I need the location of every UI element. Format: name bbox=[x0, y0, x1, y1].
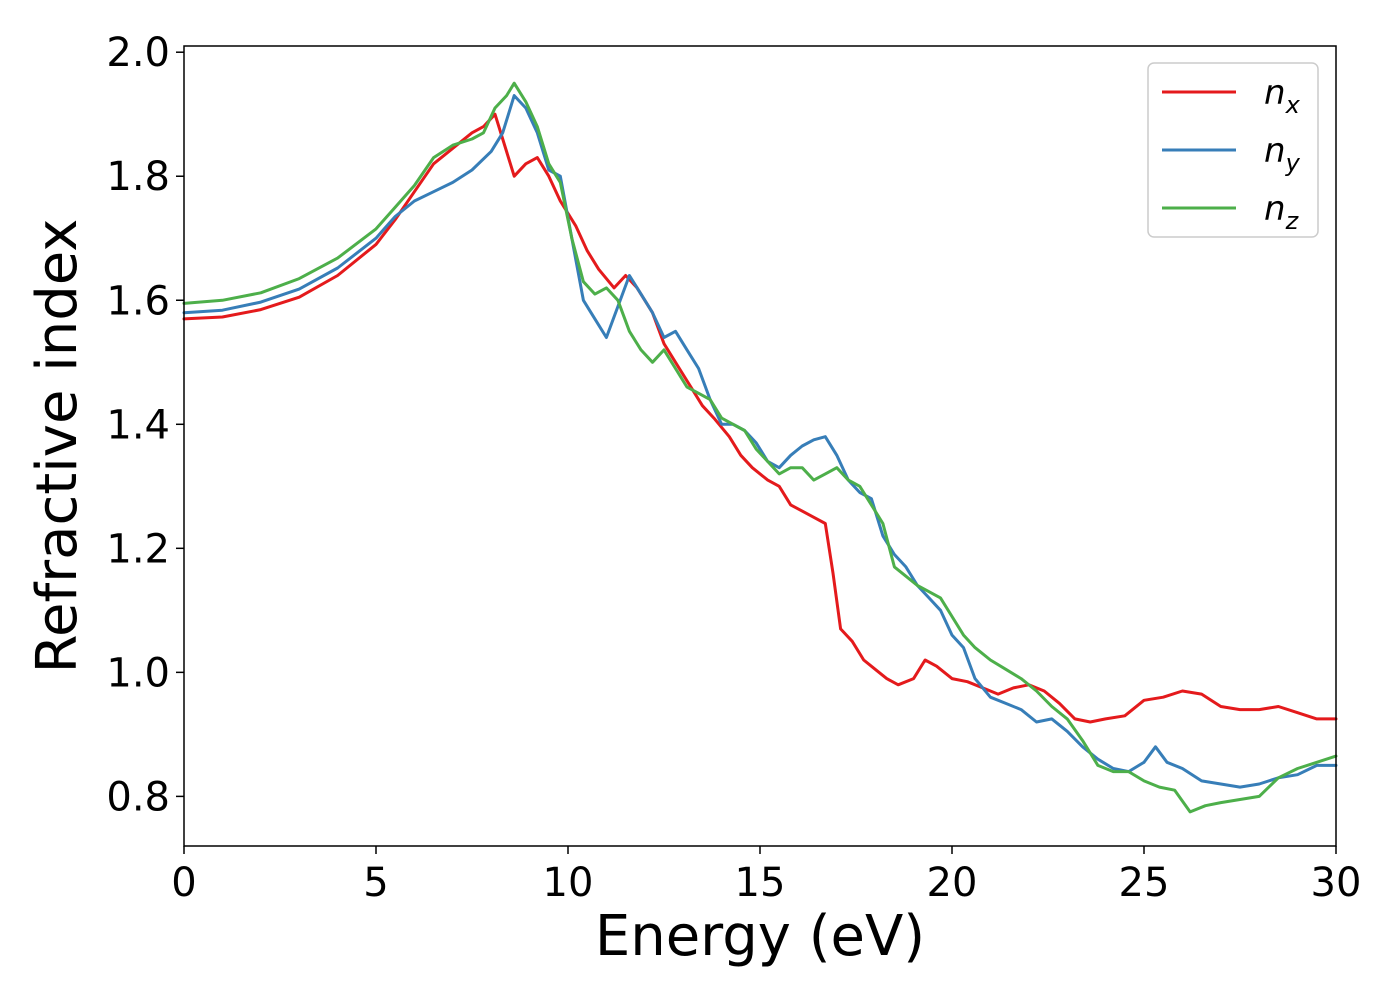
x-tick-label: 25 bbox=[1119, 860, 1170, 906]
y-tick-label: 1.6 bbox=[106, 278, 170, 324]
x-tick-label: 20 bbox=[927, 860, 978, 906]
y-tick-label: 1.2 bbox=[106, 526, 170, 572]
x-tick-label: 5 bbox=[363, 860, 388, 906]
y-tick-label: 0.8 bbox=[106, 774, 170, 820]
x-tick-label: 15 bbox=[735, 860, 786, 906]
y-tick-label: 1.8 bbox=[106, 154, 170, 200]
x-tick-label: 30 bbox=[1311, 860, 1362, 906]
x-tick-label: 0 bbox=[171, 860, 196, 906]
refractive-index-chart: 0 5 10 15 20 25 30 0.8 1.0 1.2 1.4 1.6 1.8 2.0 Energ… bbox=[0, 0, 1400, 1000]
y-tick-label: 2.0 bbox=[106, 30, 170, 76]
y-tick-label: 1.4 bbox=[106, 402, 170, 448]
y-tick-label: 1.0 bbox=[106, 650, 170, 696]
y-axis-title: Refractive index bbox=[25, 219, 90, 674]
x-axis-title: Energy (eV) bbox=[595, 904, 925, 969]
x-tick-label: 10 bbox=[543, 860, 594, 906]
